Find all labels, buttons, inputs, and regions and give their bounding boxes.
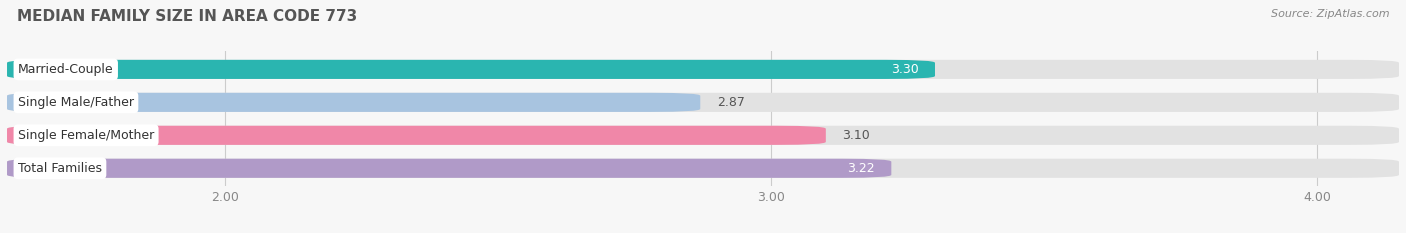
FancyBboxPatch shape xyxy=(7,159,891,178)
Text: 3.22: 3.22 xyxy=(848,162,875,175)
FancyBboxPatch shape xyxy=(7,93,1399,112)
Text: Total Families: Total Families xyxy=(18,162,103,175)
Text: MEDIAN FAMILY SIZE IN AREA CODE 773: MEDIAN FAMILY SIZE IN AREA CODE 773 xyxy=(17,9,357,24)
Text: Source: ZipAtlas.com: Source: ZipAtlas.com xyxy=(1271,9,1389,19)
Text: 2.87: 2.87 xyxy=(717,96,745,109)
Text: 3.30: 3.30 xyxy=(891,63,918,76)
Text: Single Male/Father: Single Male/Father xyxy=(18,96,134,109)
Text: Single Female/Mother: Single Female/Mother xyxy=(18,129,155,142)
FancyBboxPatch shape xyxy=(7,126,1399,145)
FancyBboxPatch shape xyxy=(7,159,1399,178)
FancyBboxPatch shape xyxy=(7,93,700,112)
Text: Married-Couple: Married-Couple xyxy=(18,63,114,76)
FancyBboxPatch shape xyxy=(7,60,935,79)
FancyBboxPatch shape xyxy=(7,126,825,145)
FancyBboxPatch shape xyxy=(7,60,1399,79)
Text: 3.10: 3.10 xyxy=(842,129,870,142)
